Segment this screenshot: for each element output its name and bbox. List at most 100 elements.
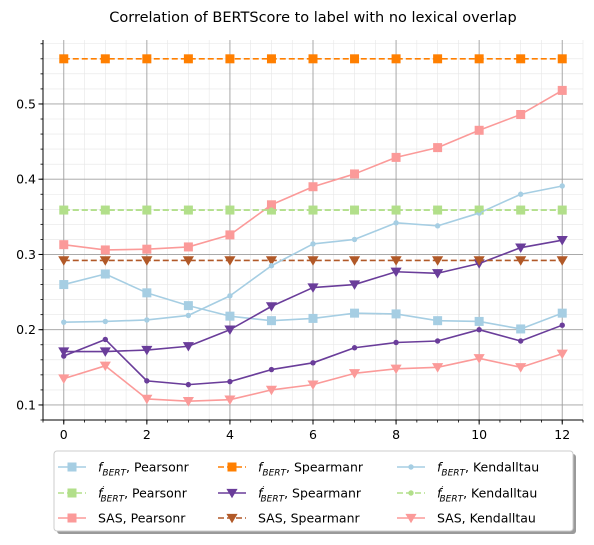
- data-point: [59, 54, 69, 64]
- legend-label: fBERT, Kendalltau: [437, 460, 539, 479]
- data-point: [141, 394, 153, 405]
- legend-label: fBERT, Pearsonr: [98, 460, 190, 479]
- data-point: [559, 207, 565, 213]
- data-point: [265, 385, 278, 396]
- data-point: [476, 327, 482, 333]
- data-point: [266, 200, 276, 210]
- data-point: [473, 354, 485, 364]
- legend-swatch-marker: [67, 488, 77, 498]
- data-point: [224, 256, 236, 266]
- data-point: [433, 143, 443, 153]
- data-point: [141, 256, 153, 266]
- data-point: [141, 345, 153, 356]
- data-point: [59, 240, 69, 250]
- data-point: [391, 152, 401, 162]
- data-point: [559, 183, 565, 189]
- data-point: [268, 366, 275, 373]
- data-point: [144, 317, 150, 323]
- data-point: [559, 322, 565, 328]
- legend-swatch-marker: [227, 462, 237, 472]
- data-point: [225, 311, 235, 321]
- data-point: [516, 109, 526, 119]
- data-point: [351, 236, 358, 243]
- data-point: [307, 380, 319, 390]
- legend-swatch-marker: [408, 464, 414, 470]
- data-point: [310, 241, 316, 247]
- data-point: [58, 347, 70, 357]
- data-point: [557, 85, 567, 95]
- legend-item: fBERT, Kendalltau: [397, 460, 539, 479]
- data-point: [268, 207, 275, 213]
- x-tick-label: 2: [143, 427, 151, 442]
- data-point: [185, 381, 192, 388]
- data-point: [144, 207, 150, 213]
- legend-swatch-marker: [226, 488, 238, 499]
- legend-label: f′ BERT, Spearmanr: [258, 486, 362, 505]
- data-point: [434, 338, 441, 344]
- y-tick-label: 0.4: [16, 172, 36, 187]
- legend: fBERT, Pearsonr f′ BERT, Pearsonr SAS, Pear…: [53, 450, 576, 534]
- data-point: [182, 397, 194, 407]
- data-point: [227, 293, 233, 299]
- data-point: [474, 54, 484, 64]
- data-point: [393, 339, 399, 346]
- series-7: [61, 207, 565, 213]
- data-point: [100, 54, 110, 64]
- legend-label: f′ BERT, Pearsonr: [98, 486, 188, 505]
- legend-label: SAS, Kendalltau: [437, 511, 536, 526]
- data-point: [99, 347, 111, 357]
- data-point: [185, 207, 192, 213]
- data-point: [185, 312, 192, 319]
- data-point: [307, 256, 319, 266]
- data-point: [307, 283, 319, 293]
- data-point: [476, 207, 482, 213]
- x-tick-label: 12: [554, 427, 570, 442]
- data-point: [183, 54, 193, 64]
- legend-label: SAS, Pearsonr: [98, 511, 186, 526]
- data-point: [142, 54, 152, 64]
- series-layer: [58, 54, 568, 407]
- x-tick-label: 4: [226, 427, 234, 442]
- data-point: [434, 207, 441, 213]
- axes: 0.1 0.2 0.3 0.4 0.5 0 2 4 6 8 10 12: [16, 40, 584, 442]
- legend-swatch-marker: [67, 462, 77, 472]
- legend-item: SAS, Pearsonr: [58, 511, 186, 526]
- data-point: [142, 244, 152, 254]
- data-point: [348, 369, 361, 379]
- data-point: [144, 378, 150, 384]
- data-point: [350, 54, 360, 64]
- data-point: [58, 256, 70, 266]
- data-point: [265, 302, 278, 312]
- data-point: [100, 269, 110, 279]
- data-point: [102, 207, 109, 213]
- y-tick-label: 0.2: [16, 322, 36, 337]
- legend-item: SAS, Kendalltau: [397, 511, 536, 526]
- data-point: [61, 353, 67, 359]
- data-point: [265, 256, 278, 266]
- data-point: [310, 360, 316, 366]
- series-8: [58, 349, 568, 407]
- legend-item: f′ BERT, Kendalltau: [397, 486, 537, 505]
- data-point: [102, 336, 109, 343]
- data-point: [182, 256, 194, 266]
- data-point: [517, 338, 524, 344]
- data-point: [556, 235, 568, 246]
- data-point: [434, 223, 441, 229]
- x-tick-label: 0: [60, 427, 68, 442]
- chart-title: Correlation of BERTScore to label with n…: [109, 10, 517, 26]
- data-point: [183, 301, 193, 311]
- data-point: [102, 318, 109, 325]
- data-point: [225, 230, 235, 240]
- x-tick-label: 6: [309, 427, 317, 442]
- data-point: [142, 288, 152, 298]
- data-point: [556, 349, 568, 360]
- data-point: [432, 363, 444, 373]
- data-point: [557, 308, 567, 318]
- data-point: [390, 364, 402, 375]
- data-point: [227, 378, 233, 385]
- data-point: [351, 207, 358, 213]
- legend-item: f′ BERT, Pearsonr: [58, 486, 188, 505]
- data-point: [351, 345, 358, 351]
